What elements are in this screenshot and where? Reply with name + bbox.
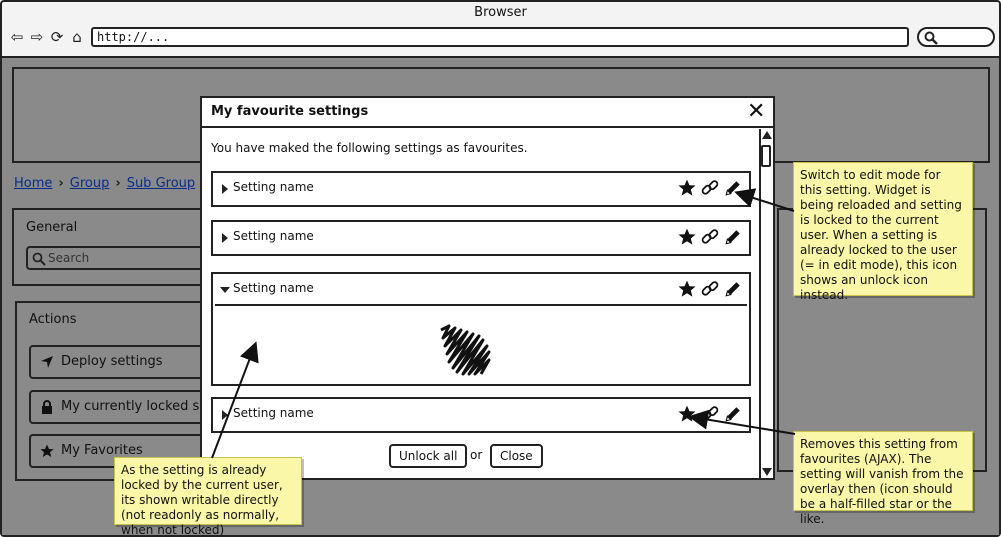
setting-name: Setting name: [233, 406, 314, 420]
window-title: Browser: [474, 5, 527, 20]
general-panel: General Search: [12, 208, 226, 286]
close-icon[interactable]: ✕: [747, 99, 766, 124]
breadcrumb-home[interactable]: Home: [14, 176, 53, 191]
star-icon[interactable]: [678, 179, 696, 197]
star-icon: [40, 444, 54, 457]
expand-arrow-icon[interactable]: [222, 233, 228, 243]
search-placeholder: Search: [48, 251, 90, 265]
star-icon[interactable]: [678, 228, 696, 246]
remove-favourite-note: Removes this setting from favourites (AJ…: [793, 431, 973, 526]
star-icon[interactable]: [678, 405, 696, 423]
my-favorites-label: My Favorites: [61, 443, 143, 458]
setting-name: Setting name: [233, 281, 314, 295]
dialog-scrollbar[interactable]: [759, 129, 773, 478]
favourite-setting-row[interactable]: Setting name: [211, 397, 751, 433]
expand-arrow-icon[interactable]: [222, 410, 228, 420]
link-icon[interactable]: [701, 405, 719, 423]
dialog-title: My favourite settings: [211, 104, 369, 119]
pencil-icon[interactable]: [724, 179, 742, 197]
pencil-icon[interactable]: [724, 228, 742, 246]
pencil-icon[interactable]: [724, 405, 742, 423]
link-icon[interactable]: [701, 179, 719, 197]
favourite-setting-row[interactable]: Setting name: [211, 171, 751, 207]
breadcrumb: Home›Group›Sub Group›: [14, 176, 213, 191]
locked-settings-label: My currently locked settings: [61, 399, 245, 414]
edit-mode-note: Switch to edit mode for this setting. Wi…: [793, 162, 973, 302]
writable-note: As the setting is already locked by the …: [114, 457, 302, 537]
setting-name: Setting name: [233, 180, 314, 194]
chevron-right-icon: ›: [58, 176, 64, 191]
forward-icon[interactable]: ⇨: [30, 28, 44, 46]
dialog-intro-text: You have maked the following settings as…: [211, 141, 528, 155]
star-icon[interactable]: [678, 280, 696, 298]
expand-arrow-icon[interactable]: [222, 184, 228, 194]
back-icon[interactable]: ⇦: [10, 28, 24, 46]
scroll-up-arrow-icon[interactable]: [762, 131, 772, 139]
collapse-arrow-icon[interactable]: [220, 287, 230, 293]
row-divider: [215, 304, 747, 306]
unlock-all-button[interactable]: Unlock all: [389, 444, 468, 468]
deploy-settings-label: Deploy settings: [61, 354, 163, 369]
favourite-setting-row[interactable]: Setting name: [211, 220, 751, 256]
link-icon[interactable]: [701, 228, 719, 246]
search-icon: [924, 31, 938, 45]
favourites-dialog: My favourite settings ✕ You have maked t…: [200, 96, 775, 480]
search-icon: [32, 252, 46, 266]
actions-panel: Actions Deploy settings My currently loc…: [15, 301, 249, 481]
setting-widget-placeholder[interactable]: [439, 324, 491, 376]
close-button[interactable]: Close: [490, 444, 543, 468]
actions-panel-title: Actions: [29, 312, 77, 327]
link-icon[interactable]: [701, 280, 719, 298]
search-input[interactable]: Search: [26, 246, 226, 270]
dialog-header: My favourite settings ✕: [202, 98, 773, 128]
home-icon[interactable]: ⌂: [72, 28, 82, 46]
general-panel-title: General: [26, 220, 78, 235]
browser-search-field[interactable]: [917, 27, 995, 47]
address-bar[interactable]: http://...: [91, 27, 909, 47]
favourite-setting-row-expanded[interactable]: Setting name: [211, 272, 751, 386]
scrollbar-thumb[interactable]: [761, 145, 771, 167]
breadcrumb-group[interactable]: Group: [69, 176, 110, 191]
browser-toolbar: ⇦ ⇨ ⟳ ⌂ http://...: [2, 24, 999, 54]
setting-name: Setting name: [233, 229, 314, 243]
lock-icon: [42, 400, 52, 414]
or-text: or: [470, 448, 483, 462]
scroll-down-arrow-icon[interactable]: [762, 468, 772, 476]
chevron-right-icon: ›: [115, 176, 121, 191]
paper-plane-icon: [41, 356, 53, 368]
pencil-icon[interactable]: [724, 280, 742, 298]
breadcrumb-sub-group[interactable]: Sub Group: [126, 176, 196, 191]
reload-icon[interactable]: ⟳: [50, 28, 64, 46]
